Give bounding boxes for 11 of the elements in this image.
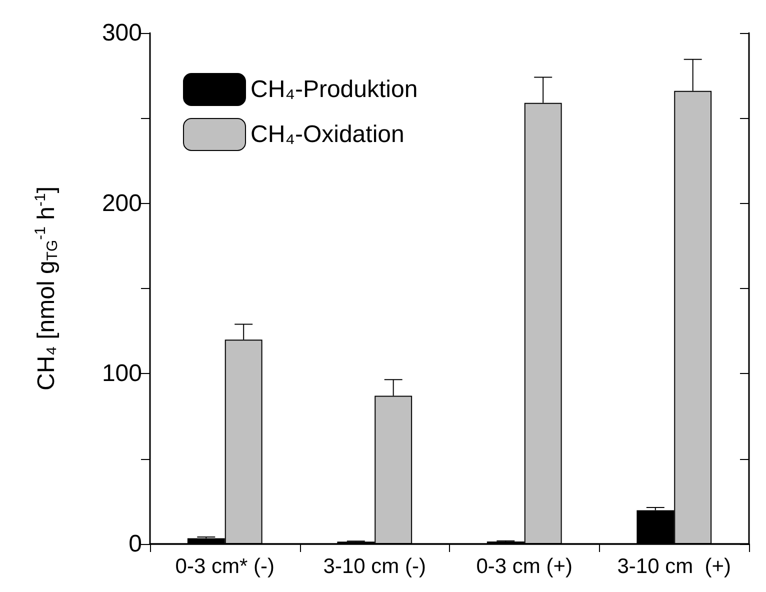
y-tick-label: 100	[102, 360, 142, 388]
x-tick-label: 3-10 cm (+)	[617, 555, 732, 578]
legend-label: CH₄-Produktion	[250, 76, 418, 103]
x-tick-label: 0-3 cm (+)	[476, 555, 573, 578]
y-axis-title: CH₄ [nmol gTG-1 h-1]	[32, 186, 61, 391]
y-tick-label: 0	[128, 530, 142, 558]
x-tick-label: 3-10 cm (-)	[323, 555, 426, 578]
y-tick-label: 200	[102, 190, 142, 217]
y-tick-label: 300	[102, 20, 142, 46]
legend-label: CH₄-Oxidation	[250, 121, 404, 148]
x-tick-label: 0-3 cm* (-)	[175, 555, 274, 578]
